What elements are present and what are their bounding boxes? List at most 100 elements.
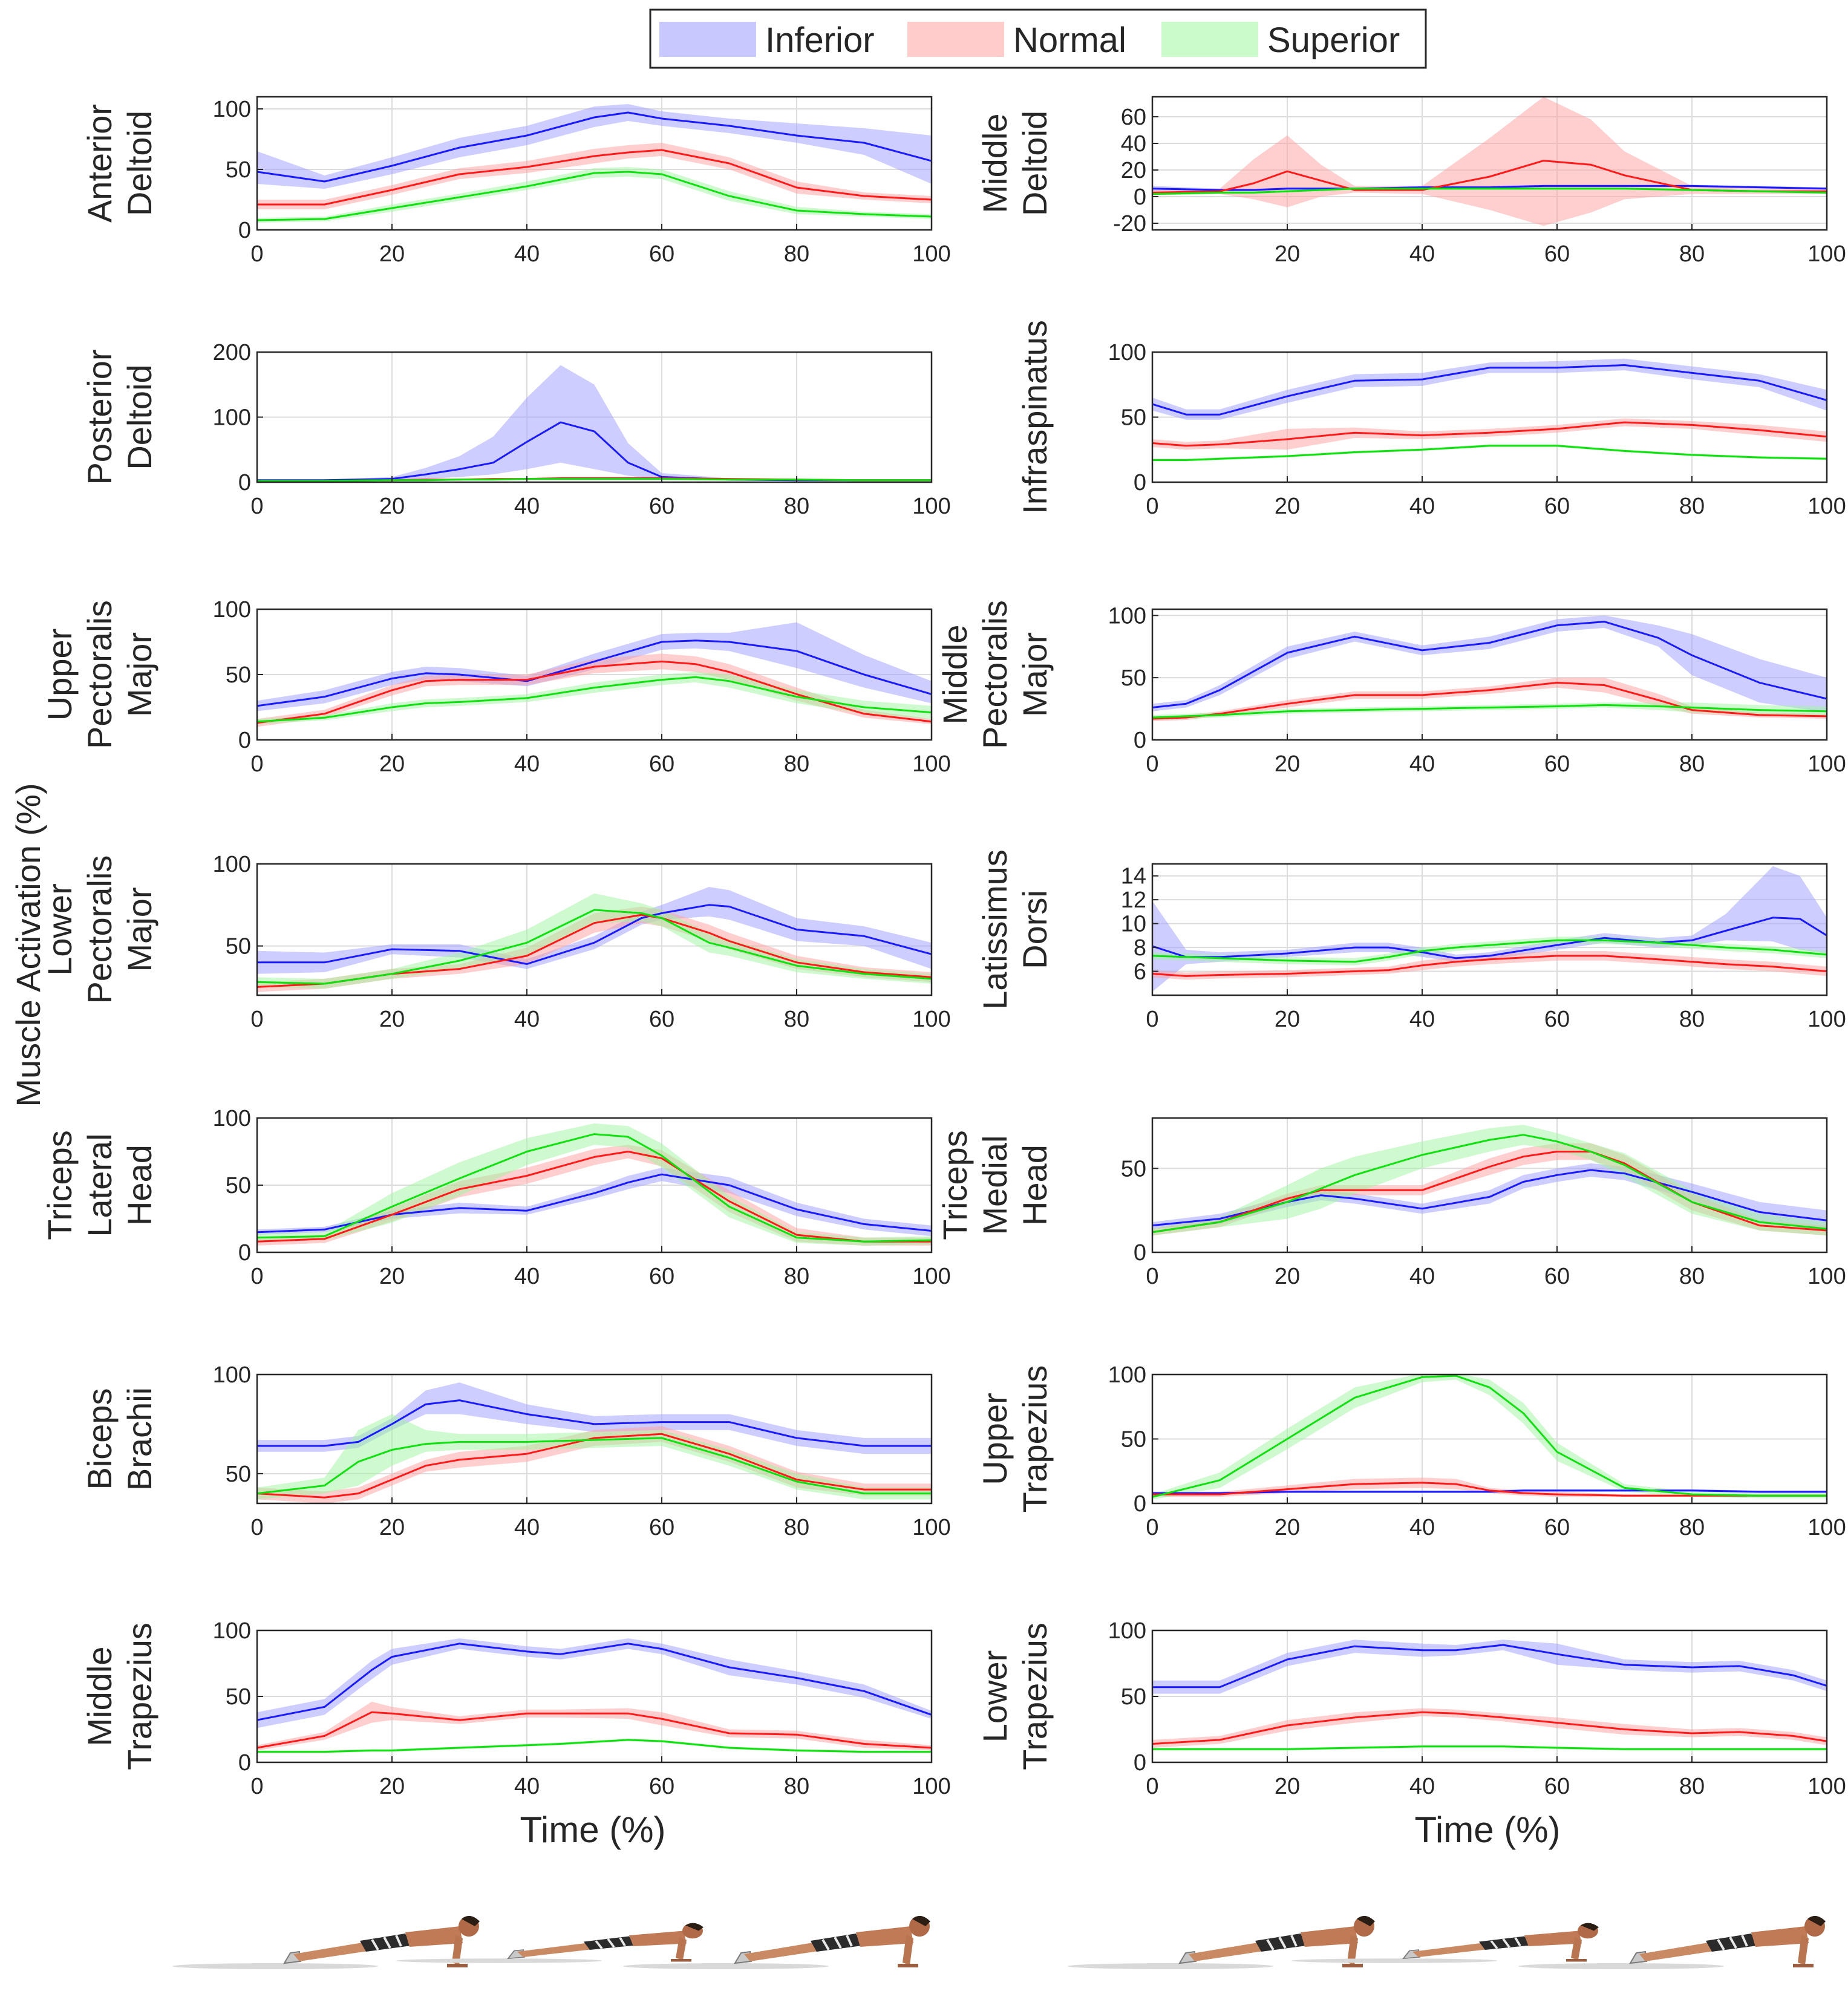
y-axis-label-line: Pectoralis — [976, 600, 1014, 749]
legend-entry-normal: Normal — [907, 21, 1126, 60]
x-tick-label: 80 — [1679, 1515, 1705, 1540]
x-tick-label: 80 — [784, 1007, 809, 1032]
line-inferior — [1152, 621, 1827, 708]
line-inferior — [257, 1643, 932, 1721]
plot-series — [257, 365, 932, 482]
y-tick-label: 100 — [213, 1106, 251, 1131]
x-tick-label: 100 — [1807, 1774, 1846, 1799]
line-superior — [257, 478, 932, 482]
x-tick-label: 100 — [1807, 241, 1846, 267]
chart-upper-trapezius: 0 20 40 60 80 100 0 50 100 Upper Trapezius — [976, 1362, 1846, 1540]
y-tick-label: 40 — [1121, 131, 1146, 157]
y-axis-label-line: Head — [120, 1145, 158, 1226]
x-tick-label: 20 — [379, 1774, 405, 1799]
band-inferior — [257, 1382, 932, 1454]
x-tick-label: 0 — [250, 241, 263, 267]
x-tick-label: 20 — [379, 1264, 405, 1289]
plot-series — [1152, 1375, 1827, 1500]
chart-infraspinatus: 0 20 40 60 80 100 0 50 100 Infraspinatus — [1016, 320, 1846, 519]
line-inferior — [257, 1173, 932, 1234]
line-superior — [257, 171, 932, 221]
x-tick-label: 60 — [649, 1774, 674, 1799]
axes-box — [1151, 96, 1828, 231]
y-tick-label: 200 — [213, 340, 251, 365]
x-tick-label: 80 — [784, 494, 809, 519]
x-tick-label: 100 — [1807, 494, 1846, 519]
line-inferior — [1152, 917, 1827, 960]
y-tick-label: 0 — [1134, 1750, 1146, 1776]
y-tick-label: 0 — [238, 1240, 251, 1266]
x-tick-label: 0 — [1146, 494, 1158, 519]
x-tick-label: 0 — [250, 1515, 263, 1540]
y-tick-label: 8 — [1134, 935, 1146, 961]
y-tick-label: 100 — [1108, 603, 1146, 629]
y-tick-label: 100 — [1108, 1618, 1146, 1644]
x-tick-label: 80 — [1679, 241, 1705, 267]
y-tick-label: 20 — [1121, 158, 1146, 183]
x-tick-label: 60 — [649, 1007, 674, 1032]
y-axis-label-line: Upper — [976, 1393, 1014, 1485]
line-normal — [257, 660, 932, 724]
y-axis-label-line: Brachii — [120, 1387, 158, 1491]
band-inferior — [257, 104, 932, 189]
band-superior — [257, 1414, 932, 1500]
legend-label-normal: Normal — [1013, 21, 1126, 60]
chart-upper-pectoralis-major: 0 20 40 60 80 100 0 50 100 Upper Pectoralis Major — [41, 597, 951, 777]
y-tick-label: 100 — [213, 852, 251, 877]
plot-series — [1152, 615, 1827, 722]
x-tick-label: 60 — [1544, 1515, 1570, 1540]
chart-posterior-deltoid: 0 20 40 60 80 100 0 100 200 Posterior Deltoid — [80, 340, 951, 519]
axes-box — [1151, 863, 1828, 996]
y-axis-label-line: Major — [120, 632, 158, 717]
band-superior — [257, 672, 932, 725]
x-tick-label: 0 — [1146, 751, 1158, 777]
legend-entry-superior: Superior — [1161, 21, 1400, 60]
x-tick-label: 20 — [1275, 751, 1300, 777]
band-normal — [1152, 97, 1827, 226]
chart-anterior-deltoid: 0 20 40 60 80 100 0 50 100 Anterior Deltoid — [80, 96, 951, 267]
line-inferior — [1152, 1169, 1827, 1227]
y-axis-label-line: Posterior — [80, 349, 119, 485]
plot-series — [1152, 97, 1827, 226]
x-tick-label: 80 — [784, 1264, 809, 1289]
y-axis-label-line: Lower — [41, 883, 79, 976]
axes-box — [256, 863, 933, 996]
x-tick-label: 0 — [250, 1774, 263, 1799]
x-tick-label: 20 — [1275, 241, 1300, 267]
chart-middle-trapezius: 0 20 40 60 80 100 0 50 100 Middle Trapezius — [80, 1618, 951, 1799]
x-tick-label: 80 — [1679, 1264, 1705, 1289]
y-tick-label: 0 — [1134, 1491, 1146, 1517]
legend-entry-inferior: Inferior — [659, 21, 875, 60]
y-tick-label: 100 — [213, 405, 251, 431]
y-tick-label: 0 — [1134, 728, 1146, 753]
y-tick-label: 0 — [238, 1750, 251, 1776]
plot-series — [257, 1382, 932, 1503]
line-normal — [1152, 681, 1827, 720]
line-inferior — [1152, 1644, 1827, 1689]
x-tick-label: 40 — [1409, 241, 1435, 267]
x-tick-label: 80 — [784, 751, 809, 777]
band-normal — [1152, 678, 1827, 722]
line-superior — [1152, 188, 1827, 195]
band-superior — [257, 167, 932, 223]
legend-swatch-normal — [907, 22, 1004, 57]
band-superior — [1152, 937, 1827, 966]
plot-series — [1152, 1125, 1827, 1236]
line-normal — [257, 1151, 932, 1243]
y-tick-label: 14 — [1121, 864, 1146, 889]
x-tick-label: 100 — [912, 1007, 950, 1032]
band-inferior — [1152, 615, 1827, 713]
y-axis-label-line: Pectoralis — [80, 855, 119, 1004]
legend-box — [649, 8, 1427, 69]
chart-biceps-brachii: 0 20 40 60 80 100 50 100 Biceps Brachii — [80, 1362, 951, 1540]
line-normal — [257, 1711, 932, 1749]
x-tick-label: 20 — [379, 751, 405, 777]
y-tick-label: 50 — [226, 1173, 251, 1198]
line-superior — [1152, 939, 1827, 963]
x-axis-title-left: Time (%) — [520, 1810, 665, 1850]
band-inferior — [257, 887, 932, 974]
x-tick-label: 40 — [514, 1774, 540, 1799]
plot-series — [1152, 358, 1827, 462]
x-tick-label: 80 — [1679, 494, 1705, 519]
y-tick-label: 0 — [1134, 1240, 1146, 1266]
